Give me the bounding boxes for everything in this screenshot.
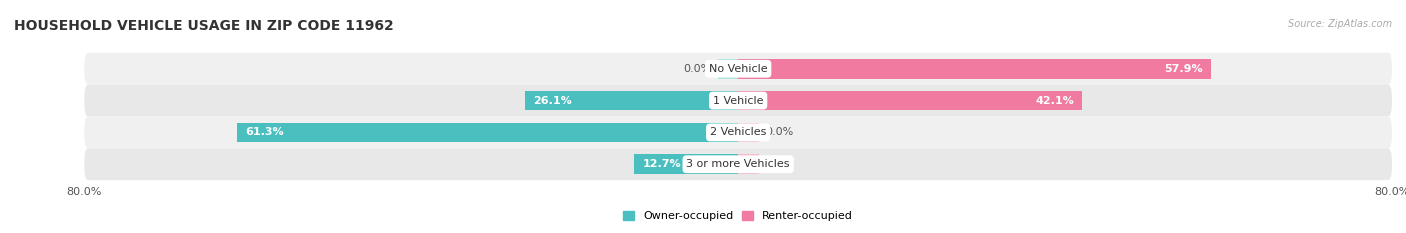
Text: HOUSEHOLD VEHICLE USAGE IN ZIP CODE 11962: HOUSEHOLD VEHICLE USAGE IN ZIP CODE 1196… [14, 19, 394, 33]
Text: No Vehicle: No Vehicle [709, 64, 768, 74]
Bar [738, 91, 1083, 110]
FancyBboxPatch shape [84, 116, 1392, 148]
Legend: Owner-occupied, Renter-occupied: Owner-occupied, Renter-occupied [619, 207, 858, 226]
Bar [238, 123, 738, 142]
Bar [717, 59, 738, 79]
Text: 0.0%: 0.0% [765, 127, 793, 137]
Text: 61.3%: 61.3% [246, 127, 284, 137]
Text: 2 Vehicles: 2 Vehicles [710, 127, 766, 137]
Text: 57.9%: 57.9% [1164, 64, 1204, 74]
Text: 0.0%: 0.0% [683, 64, 711, 74]
FancyBboxPatch shape [84, 85, 1392, 116]
Text: 3 or more Vehicles: 3 or more Vehicles [686, 159, 790, 169]
Bar [738, 59, 1212, 79]
FancyBboxPatch shape [84, 53, 1392, 85]
Text: 12.7%: 12.7% [643, 159, 681, 169]
Text: 26.1%: 26.1% [533, 96, 572, 106]
FancyBboxPatch shape [84, 148, 1392, 180]
Bar [524, 91, 738, 110]
Text: 1 Vehicle: 1 Vehicle [713, 96, 763, 106]
Text: 0.0%: 0.0% [765, 159, 793, 169]
Text: 42.1%: 42.1% [1035, 96, 1074, 106]
Bar [738, 154, 759, 174]
Text: Source: ZipAtlas.com: Source: ZipAtlas.com [1288, 19, 1392, 29]
Bar [634, 154, 738, 174]
Bar [738, 123, 759, 142]
